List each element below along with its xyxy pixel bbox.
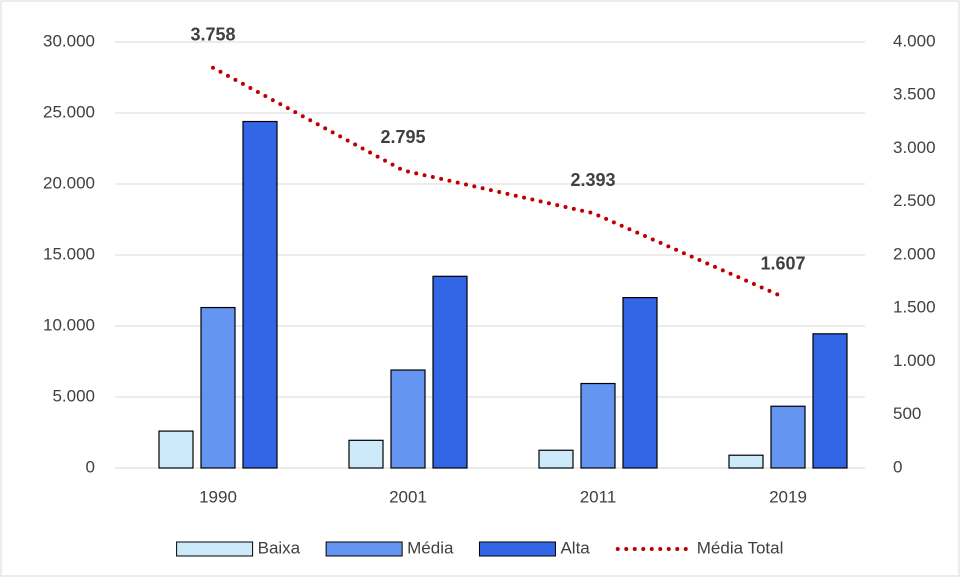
bar	[242, 120, 278, 469]
bar	[728, 454, 764, 469]
data-label: 2.393	[570, 170, 615, 190]
y-tick-label: 5.000	[52, 386, 95, 405]
y2-tick-label: 3.500	[893, 85, 936, 104]
bar	[200, 306, 236, 469]
y2-tick-label: 500	[893, 404, 921, 423]
y2-tick-label: 2.500	[893, 191, 936, 210]
bar	[432, 275, 468, 469]
legend-label: Média	[407, 538, 454, 557]
legend-label: Baixa	[258, 538, 301, 557]
legend-swatch	[478, 541, 556, 557]
bar	[348, 439, 384, 469]
y-tick-label: 0	[86, 457, 95, 476]
y2-tick-label: 2.000	[893, 244, 936, 263]
y-tick-label: 25.000	[43, 102, 95, 121]
legend-swatch	[325, 541, 403, 557]
bar	[538, 449, 574, 469]
bar	[622, 297, 658, 469]
x-tick-label: 1990	[199, 487, 237, 506]
legend-swatch	[176, 541, 254, 557]
y2-tick-label: 3.000	[893, 138, 936, 157]
y-tick-label: 30.000	[43, 31, 95, 50]
y-tick-label: 10.000	[43, 315, 95, 334]
bar	[158, 430, 194, 469]
y2-tick-label: 0	[893, 457, 902, 476]
bar	[390, 369, 426, 469]
y-tick-label: 15.000	[43, 244, 95, 263]
x-tick-label: 2001	[389, 487, 427, 506]
data-label: 1.607	[760, 254, 805, 274]
x-tick-label: 2019	[769, 487, 807, 506]
y-tick-label: 20.000	[43, 173, 95, 192]
legend-label: Alta	[560, 538, 590, 557]
data-label: 2.795	[380, 127, 425, 147]
y2-tick-label: 4.000	[893, 31, 936, 50]
bar	[812, 333, 848, 469]
bar	[580, 382, 616, 469]
y2-tick-label: 1.500	[893, 298, 936, 317]
legend-label: Média Total	[697, 538, 784, 557]
y2-tick-label: 1.000	[893, 351, 936, 370]
x-tick-label: 2011	[580, 487, 617, 506]
line	[211, 65, 785, 299]
data-label: 3.758	[190, 25, 235, 45]
bar	[770, 405, 806, 469]
